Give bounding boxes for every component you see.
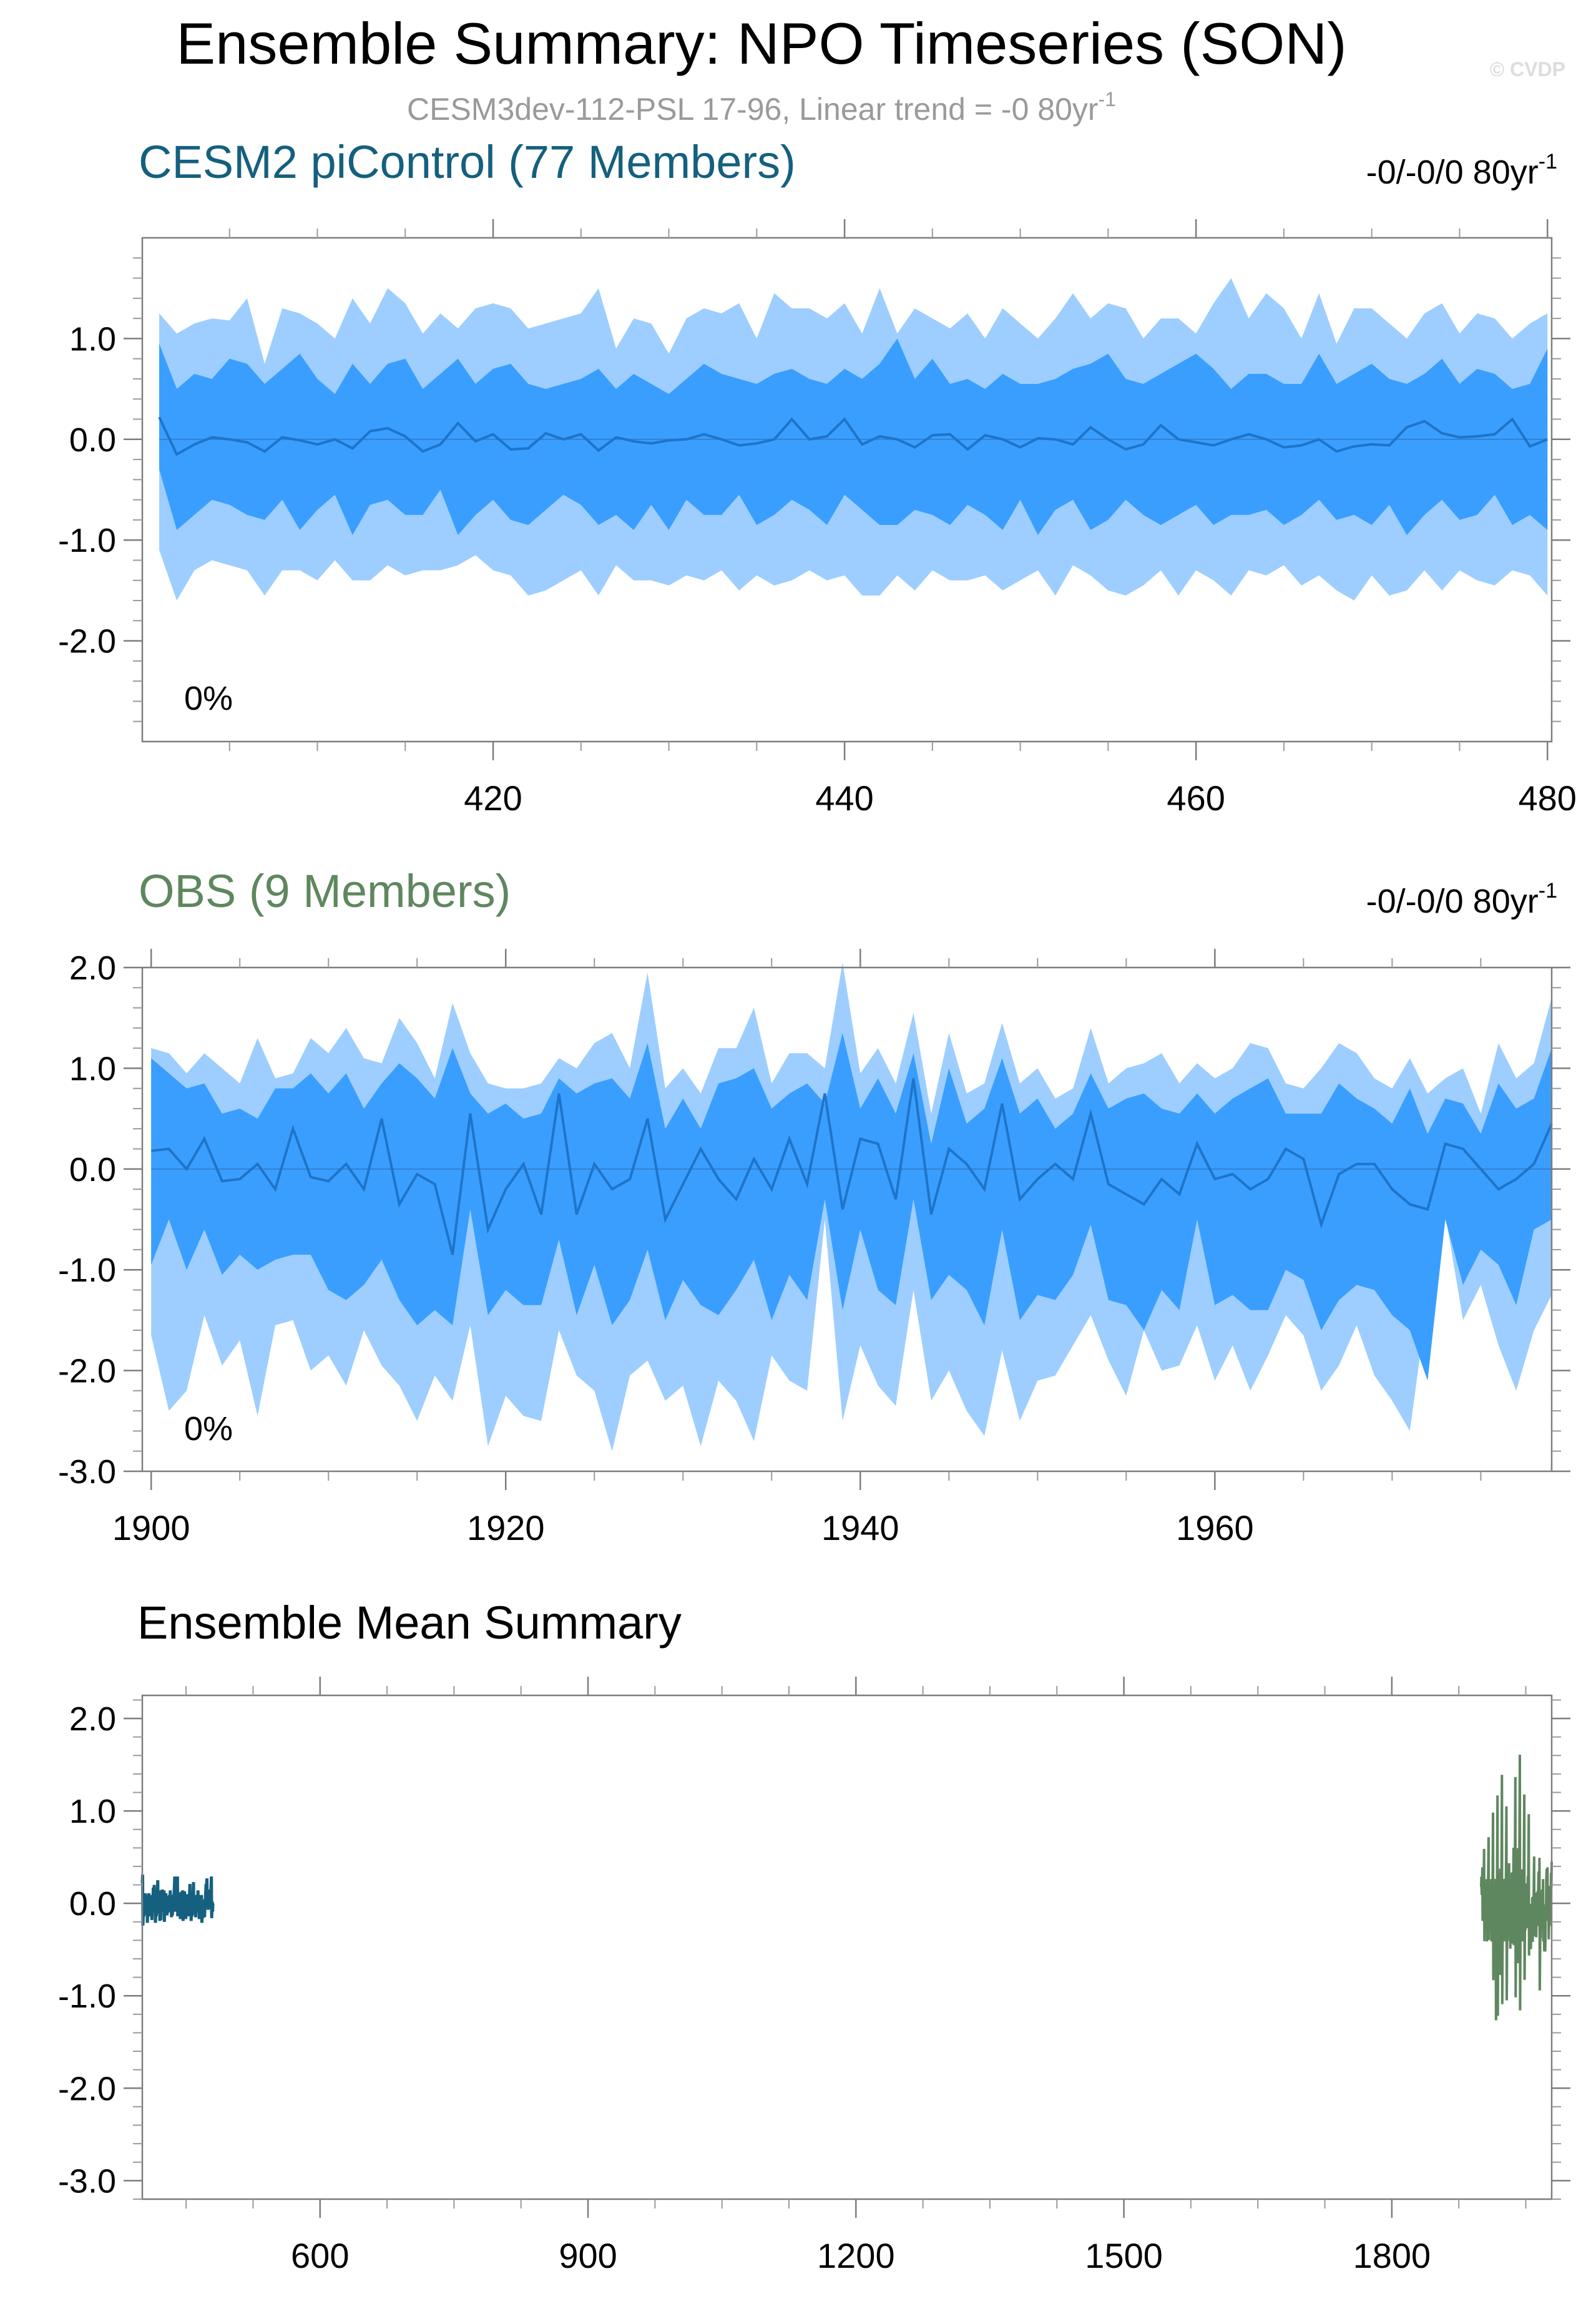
x-tick-label: 440 <box>815 778 873 818</box>
panel-obs-plot: 2.0 1.0 0.0 -1.0 -2.0 -3.0 1900 1920 1940 1960 <box>58 949 1570 1547</box>
panel-obs-trend-main: -0/-0/0 80yr <box>1366 883 1539 920</box>
panel-summary-plot: 2.0 1.0 0.0 -1.0 -2.0 -3.0 600 900 1200 1500 1800 <box>58 1677 1570 2275</box>
x-tick-label: 900 <box>559 2236 617 2275</box>
x-tick-label: 1960 <box>1176 1508 1254 1547</box>
panel-obs: OBS (9 Members) -0/-0/0 80yr-1 2.0 1.0 0.0… <box>58 865 1570 1547</box>
y-tick-label: 2.0 <box>69 1700 116 1738</box>
y-tick-label: 2.0 <box>69 949 116 987</box>
credit-label: © CVDP <box>1490 58 1565 81</box>
y-tick-label: 1.0 <box>69 320 116 358</box>
x-tick-label: 1200 <box>817 2236 895 2275</box>
x-tick-label: 600 <box>291 2236 349 2275</box>
y-tick-label: -2.0 <box>58 1353 116 1390</box>
y-tick-label: -2.0 <box>58 2070 116 2107</box>
y-tick-label: 1.0 <box>69 1793 116 1830</box>
plot-frame <box>141 237 1553 743</box>
panel-obs-pct: 0% <box>184 1410 233 1448</box>
y-tick-label: 0.0 <box>69 1885 116 1923</box>
panel-model-plot: 1.0 0.0 -1.0 -2.0 420 440 460 480 <box>58 219 1577 818</box>
panel-model: CESM2 piControl (77 Members) -0/-0/0 80y… <box>58 136 1577 818</box>
plot-frame <box>141 966 1553 1473</box>
panel-model-pct: 0% <box>184 680 233 717</box>
y-tick-label: -2.0 <box>58 623 116 660</box>
y-tick-label: 0.0 <box>69 1151 116 1189</box>
plot-frame <box>141 1694 1553 2200</box>
figure-title: Ensemble Summary: NPO Timeseries (SON) <box>176 11 1346 76</box>
model-mean-line <box>140 1875 215 1926</box>
y-tick-label: 1.0 <box>69 1050 116 1087</box>
y-tick-label: 0.0 <box>69 421 116 459</box>
subtitle-sup: -1 <box>1099 88 1116 110</box>
x-tick-label: 1500 <box>1085 2236 1163 2275</box>
obs-mean-line <box>1480 1755 1553 2021</box>
x-tick-label: 1900 <box>112 1508 190 1547</box>
panel-summary: Ensemble Mean Summary 2.0 1.0 0.0 -1.0 -2.0 -… <box>58 1597 1570 2275</box>
band-25-75 <box>151 1032 1552 1381</box>
y-tick-label: -3.0 <box>58 1453 116 1491</box>
subtitle-main: CESM3dev-112-PSL 17-96, Linear trend = -… <box>407 92 1099 127</box>
panel-model-trend: -0/-0/0 80yr-1 <box>1366 150 1557 191</box>
panel-obs-trend: -0/-0/0 80yr-1 <box>1366 879 1557 920</box>
x-tick-label: 460 <box>1167 778 1225 818</box>
panel-obs-title: OBS (9 Members) <box>139 865 511 917</box>
y-tick-label: -1.0 <box>58 1252 116 1289</box>
y-tick-label: -1.0 <box>58 1978 116 2015</box>
ensemble-mean-line <box>158 416 1548 456</box>
panel-model-title: CESM2 piControl (77 Members) <box>139 136 796 188</box>
x-tick-label: 480 <box>1519 778 1577 818</box>
x-tick-label: 420 <box>464 778 522 818</box>
x-tick-label: 1920 <box>467 1508 545 1547</box>
panel-model-trend-sup: -1 <box>1539 150 1557 174</box>
y-tick-label: -3.0 <box>58 2162 116 2200</box>
ensemble-mean-line <box>150 1078 1553 1255</box>
panel-model-trend-main: -0/-0/0 80yr <box>1366 154 1539 191</box>
panel-obs-trend-sup: -1 <box>1539 879 1557 903</box>
y-tick-label: -1.0 <box>58 522 116 559</box>
panel-summary-title: Ensemble Mean Summary <box>137 1597 682 1649</box>
figure-subtitle: CESM3dev-112-PSL 17-96, Linear trend = -… <box>407 88 1116 127</box>
x-tick-label: 1940 <box>821 1508 899 1547</box>
x-tick-label: 1800 <box>1353 2236 1431 2275</box>
band-25-75 <box>159 338 1548 536</box>
